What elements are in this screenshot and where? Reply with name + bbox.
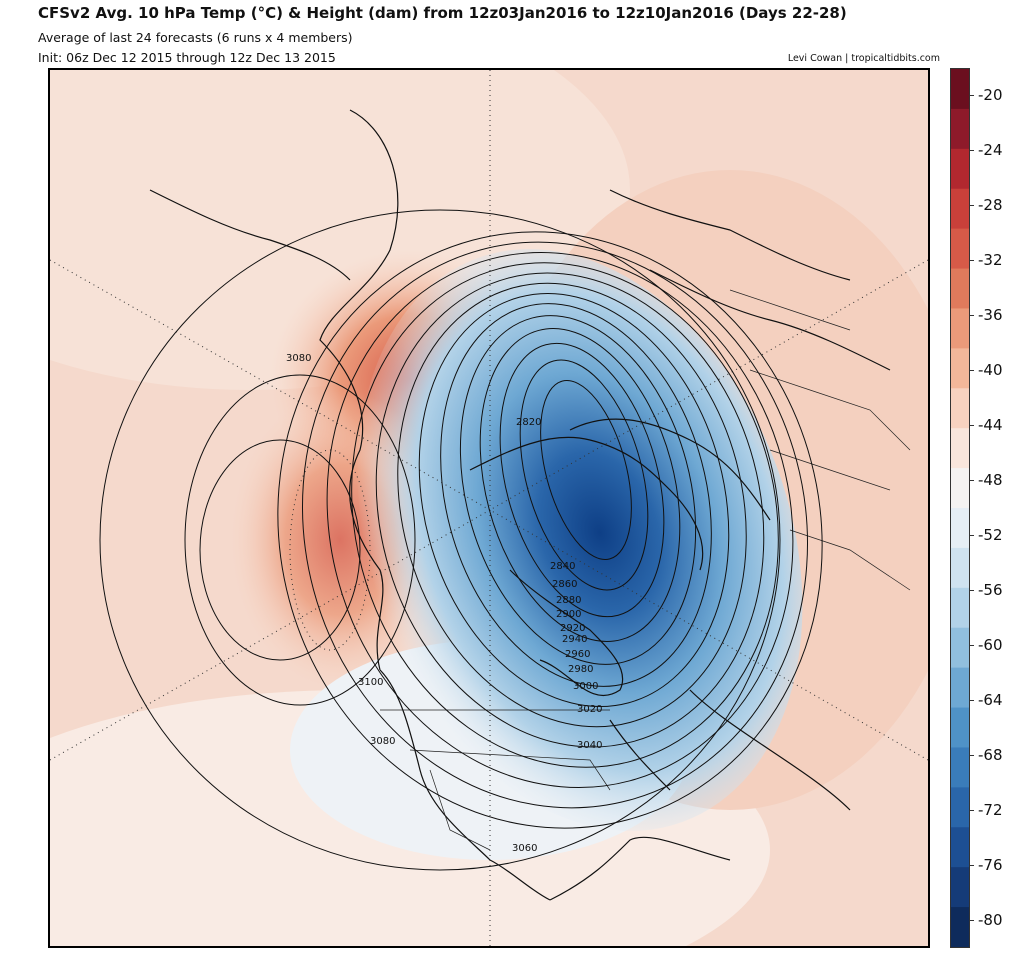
init-info: Init: 06z Dec 12 2015 through 12z Dec 13… [38, 50, 336, 65]
cold-vortex-core [357, 249, 803, 831]
colorbar-segment [951, 428, 969, 469]
chart-subtitle: Average of last 24 forecasts (6 runs x 4… [38, 30, 353, 45]
colorbar-segment [951, 867, 969, 908]
colorbar-tick: -44 [970, 416, 1003, 434]
colorbar-segment [951, 707, 969, 748]
colorbar-segment [951, 468, 969, 509]
colorbar-segment [951, 308, 969, 349]
map-graphic: 2820 2840 2860 2880 2900 2920 2940 2960 … [50, 70, 928, 946]
colorbar-segment [951, 348, 969, 389]
colorbar-tick: -28 [970, 196, 1003, 214]
colorbar [950, 68, 970, 948]
colorbar-tick: -52 [970, 526, 1003, 544]
colorbar-tick: -76 [970, 856, 1003, 874]
colorbar-tick: -24 [970, 141, 1003, 159]
colorbar-tick: -60 [970, 636, 1003, 654]
colorbar-segment [951, 827, 969, 868]
colorbar-segment [951, 787, 969, 828]
contour-label: 2980 [568, 664, 593, 675]
polar-map: 2820 2840 2860 2880 2900 2920 2940 2960 … [48, 68, 930, 948]
colorbar-segment [951, 587, 969, 629]
credit-text: Levi Cowan | tropicaltidbits.com [787, 53, 940, 64]
colorbar-tick: -40 [970, 361, 1003, 379]
colorbar-gradient [951, 69, 969, 948]
colorbar-segment [951, 508, 969, 549]
colorbar-tick: -68 [970, 746, 1003, 764]
contour-label: 3080 [370, 736, 395, 747]
colorbar-segment [951, 627, 969, 669]
colorbar-segment [951, 148, 969, 190]
colorbar-segment [951, 388, 969, 429]
contour-label: 3060 [512, 843, 537, 854]
colorbar-segment [951, 907, 969, 948]
contour-label: 3100 [358, 677, 383, 688]
colorbar-segment [951, 69, 969, 110]
colorbar-tick: -32 [970, 251, 1003, 269]
contour-label: 2840 [550, 561, 575, 572]
colorbar-tick: -72 [970, 801, 1003, 819]
contour-labels: 2820 2840 2860 2880 2900 2920 2940 2960 … [286, 353, 602, 854]
contour-label: 3020 [577, 704, 602, 715]
colorbar-tick: -48 [970, 471, 1003, 489]
contour-label: 3040 [577, 740, 602, 751]
colorbar-tick: -36 [970, 306, 1003, 324]
colorbar-segment [951, 228, 969, 270]
contour-label: 2920 [560, 623, 585, 634]
colorbar-segment [951, 108, 969, 150]
contour-label: 3000 [573, 681, 598, 692]
colorbar-segment [951, 547, 969, 589]
contour-label: 3080 [286, 353, 311, 364]
colorbar-segment [951, 268, 969, 309]
contour-label: 2940 [562, 634, 587, 645]
contour-label: 2960 [565, 649, 590, 660]
colorbar-segment [951, 667, 969, 709]
coastlines [149, 109, 891, 901]
contour-label: 2820 [516, 417, 541, 428]
colorbar-tick: -56 [970, 581, 1003, 599]
political-borders [380, 289, 911, 851]
contour-label: 2900 [556, 609, 581, 620]
contour-label: 2880 [556, 595, 581, 606]
height-contours [99, 209, 823, 871]
graticule [50, 70, 928, 946]
contour-label: 2860 [552, 579, 577, 590]
colorbar-segment [951, 747, 969, 788]
colorbar-tick: -80 [970, 911, 1003, 929]
colorbar-tick: -64 [970, 691, 1003, 709]
chart-title: CFSv2 Avg. 10 hPa Temp (°C) & Height (da… [38, 4, 847, 22]
colorbar-tick: -20 [970, 86, 1003, 104]
colorbar-segment [951, 188, 969, 230]
